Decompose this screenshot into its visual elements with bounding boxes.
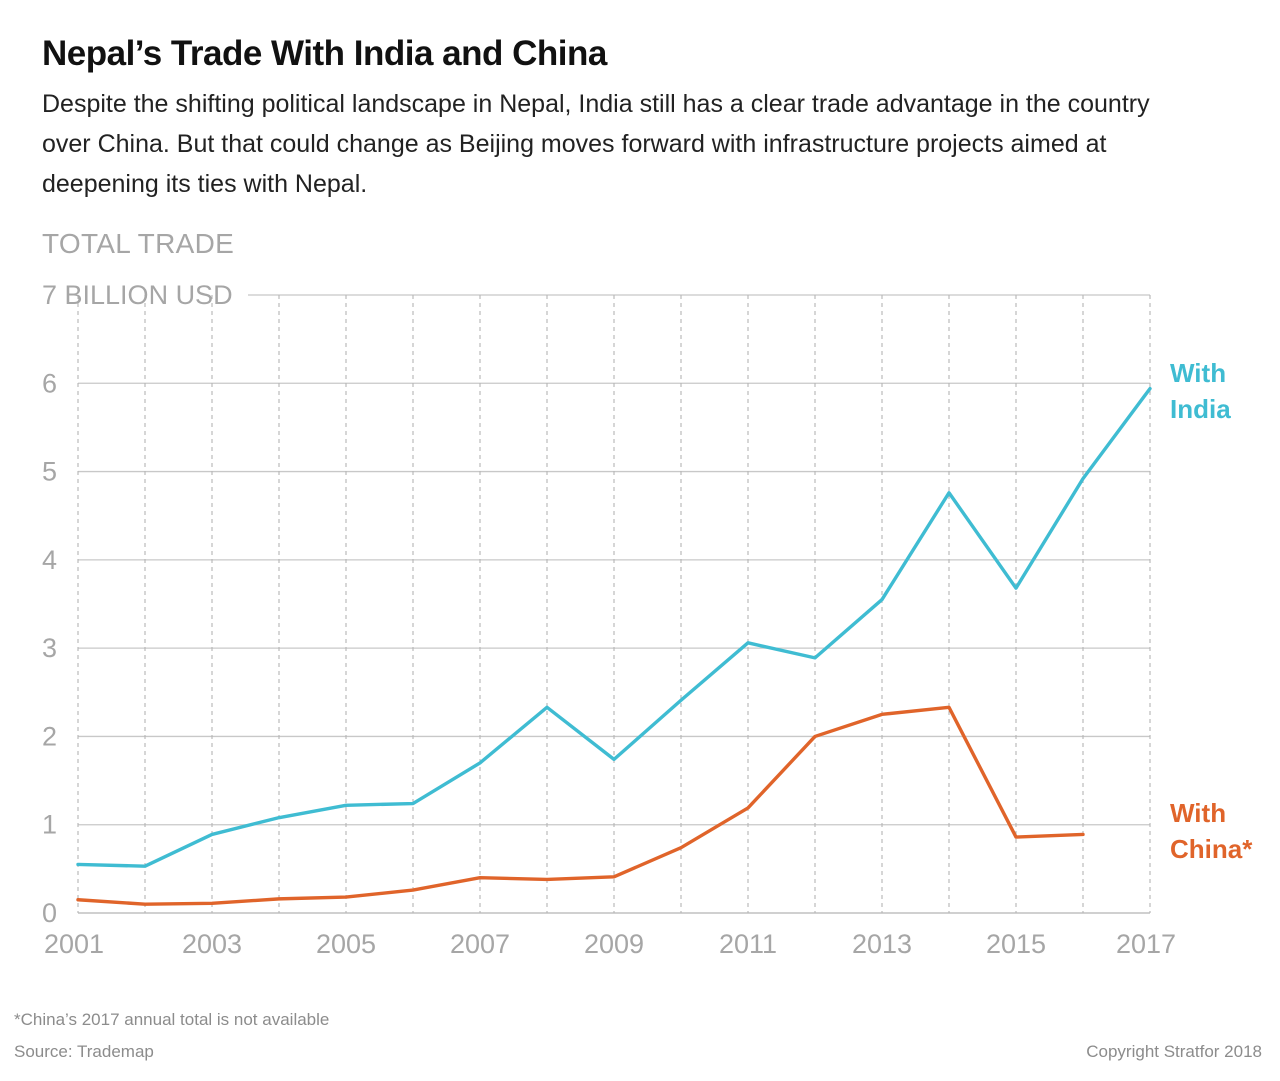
x-axis-tick-labels: 2001 2003 2005 2007 2009 2011 2013 2015 2017 (44, 929, 1176, 959)
x-tick-label: 2017 (1116, 929, 1176, 959)
horizontal-gridlines (78, 294, 1150, 914)
y-tick-label: 0 (42, 898, 57, 928)
series-labels: With India With China* (1170, 358, 1253, 864)
y-tick-label: 6 (42, 368, 57, 398)
chart-subtitle: Despite the shifting political landscape… (42, 90, 1150, 198)
chart-title: Nepal’s Trade With India and China (42, 34, 607, 73)
x-tick-label: 2007 (450, 929, 510, 959)
vertical-gridlines (77, 295, 1151, 913)
china-series-line (76, 705, 1085, 906)
india-series-label: With India (1170, 358, 1231, 424)
y-tick-label: 7 BILLION USD (42, 280, 233, 310)
y-axis-title: TOTAL TRADE (42, 228, 235, 259)
x-tick-label: 2005 (316, 929, 376, 959)
copyright-note: Copyright Stratfor 2018 (1086, 1042, 1262, 1061)
y-axis-tick-labels: 0 1 2 3 4 5 6 7 BILLION USD (42, 280, 233, 928)
y-tick-label: 3 (42, 633, 57, 663)
x-tick-label: 2015 (986, 929, 1046, 959)
y-tick-label: 4 (42, 545, 57, 575)
china-series-label: With China* (1170, 798, 1253, 864)
x-tick-label: 2001 (44, 929, 104, 959)
series-lines (76, 386, 1152, 906)
x-tick-label: 2009 (584, 929, 644, 959)
y-tick-label: 5 (42, 457, 57, 487)
x-tick-label: 2013 (852, 929, 912, 959)
footnote: *China’s 2017 annual total is not availa… (14, 1010, 330, 1029)
y-tick-label: 1 (42, 810, 57, 840)
x-tick-label: 2011 (719, 929, 777, 959)
y-tick-label: 2 (42, 721, 57, 751)
x-tick-label: 2003 (182, 929, 242, 959)
india-series-line (76, 386, 1152, 868)
source-note: Source: Trademap (14, 1042, 154, 1061)
